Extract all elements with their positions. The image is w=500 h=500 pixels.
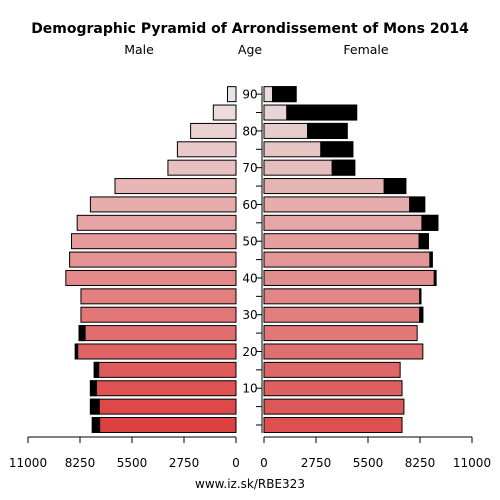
female-excess-45-49 [429,251,433,268]
male-bar-30-34 [80,306,237,323]
chart-title: Demographic Pyramid of Arrondissement of… [31,21,469,37]
male-excess-0-4 [91,417,101,433]
female-x-tick-label: 0 [260,456,268,470]
male-bar-20-24 [74,343,237,360]
female-x-tick-label: 5500 [353,456,384,470]
axes-layer: 10 20 30 40 50 60 70 80 90 11000 8250 5500 2750 0 2750… [9,86,491,470]
age-tick-label-40: 40 [242,271,257,285]
female-bar-10-14 [263,380,403,397]
female-bar-40-44 [263,269,437,286]
male-bar-0-4 [91,417,237,433]
female-excess-60-64 [409,196,426,213]
male-bar-40-44 [65,269,237,286]
male-bar-45-49 [69,251,237,268]
female-excess-70-74 [331,159,356,176]
female-excess-85-89 [286,104,358,121]
male-bar-90+ [226,86,237,103]
male-bar-85-89 [212,104,237,121]
female-bar-35-39 [263,288,422,305]
female-excess-75-79 [320,141,354,158]
age-tick-label-10: 10 [242,382,257,396]
male-excess-15-19 [93,361,100,378]
footer-url: www.iz.sk/RBE323 [195,477,305,491]
bars-layer [65,86,439,433]
male-bar-55-59 [76,214,237,231]
female-excess-50-54 [418,233,430,250]
female-bar-55-59 [263,214,439,231]
male-bar-25-29 [78,325,237,342]
male-excess-25-29 [78,325,86,342]
female-excess-35-39 [419,288,422,305]
female-excess-55-59 [421,214,439,231]
male-label: Male [124,42,154,57]
female-excess-80-84 [306,122,348,139]
male-bar-65-69 [114,178,237,195]
male-x-tick-label: 0 [232,456,240,470]
male-bar-80-84 [190,122,237,139]
female-bar-0-4 [263,417,403,433]
male-bar-5-9 [89,398,237,415]
male-x-tick-label: 5500 [117,456,148,470]
female-bar-25-29 [263,325,418,342]
male-bar-75-79 [176,141,237,158]
age-tick-label-90: 90 [242,88,257,102]
female-bar-45-49 [263,251,433,268]
female-bar-15-19 [263,361,401,378]
age-tick-label-20: 20 [242,345,257,359]
age-tick-label-60: 60 [242,198,257,212]
male-excess-20-24 [74,343,79,360]
female-x-tick-label: 11000 [453,456,491,470]
female-x-tick-label: 8250 [405,456,436,470]
female-bar-5-9 [263,398,405,415]
female-bar-30-34 [263,306,424,323]
female-excess-40-44 [433,269,437,286]
age-tick-label-70: 70 [242,161,257,175]
female-excess-30-34 [419,306,424,323]
male-x-tick-label: 11000 [9,456,47,470]
age-tick-label-30: 30 [242,308,257,322]
female-excess-65-69 [383,178,407,195]
female-bar-60-64 [263,196,426,213]
male-x-tick-label: 2750 [169,456,200,470]
male-bar-10-14 [89,380,237,397]
male-bar-70-74 [167,159,237,176]
female-bar-50-54 [263,233,430,250]
male-bar-15-19 [93,361,237,378]
male-bar-35-39 [80,288,237,305]
male-bar-50-54 [70,233,237,250]
female-bar-20-24 [263,343,424,360]
female-excess-90+ [272,86,297,103]
female-label: Female [343,42,389,57]
female-x-tick-label: 2750 [301,456,332,470]
male-bar-60-64 [89,196,237,213]
male-excess-10-14 [89,380,97,397]
male-excess-5-9 [89,398,100,415]
age-tick-label-80: 80 [242,124,257,138]
age-tick-label-50: 50 [242,235,257,249]
age-label: Age [238,42,262,57]
male-x-tick-label: 8250 [65,456,96,470]
